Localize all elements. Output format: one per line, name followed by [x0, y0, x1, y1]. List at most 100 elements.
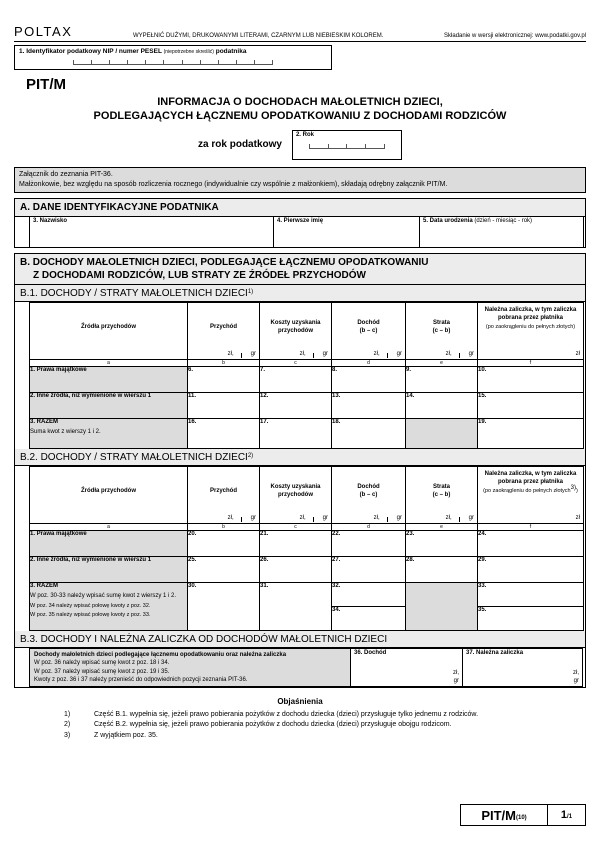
field-2-year[interactable]: 2. Rok: [291, 129, 402, 160]
cell-31[interactable]: 31.: [259, 582, 332, 632]
b2-row1-label: 1. Prawa majątkowe: [29, 530, 188, 558]
cell-18[interactable]: 18.: [331, 418, 406, 450]
b2-col-due: Należna zaliczka, w tym zaliczka pobrana…: [478, 467, 583, 523]
form-title-line2: PODLEGAJĄCYCH ŁĄCZNEMU OPODATKOWANIU Z D…: [93, 110, 507, 123]
cell-31-number: 31.: [260, 583, 269, 590]
cell-24[interactable]: 24.: [477, 530, 584, 558]
nip-pesel-input-ruler[interactable]: [73, 60, 274, 65]
b2-row-3-total-lower: 34. 35.: [30, 606, 584, 632]
section-a-fields: 3. Nazwisko 4. Pierwsze imię 5. Data uro…: [29, 217, 585, 248]
cell-9-number: 9.: [406, 367, 412, 374]
footnote-3-text: Z wyjątkiem poz. 35.: [94, 731, 158, 739]
cell-36-income[interactable]: 36. Dochód zł, gr: [351, 648, 463, 687]
cell-32[interactable]: 32.: [331, 582, 406, 608]
field-1-label-main: 1. Identyfikator podatkowy NIP / numer P…: [19, 48, 162, 55]
cell-30[interactable]: 30.: [187, 582, 260, 632]
cell-34[interactable]: 34.: [331, 606, 406, 632]
col-letter-b: b: [187, 359, 260, 368]
col-revenue-label: Przychód: [209, 323, 237, 330]
col-income-formula: (b – c): [359, 327, 378, 334]
cell-35[interactable]: 35.: [477, 606, 584, 632]
footer-page-current: 1: [560, 809, 568, 821]
field-1-nip-pesel[interactable]: 1. Identyfikator podatkowy NIP / numer P…: [14, 45, 332, 70]
unit-row: zł, gr: [190, 351, 256, 359]
unit-gr: gr: [396, 514, 402, 521]
col-letter-c: c: [259, 523, 332, 532]
cell-14[interactable]: 14.: [405, 392, 478, 420]
cell-7[interactable]: 7.: [259, 366, 332, 394]
cell-22[interactable]: 22.: [331, 530, 406, 558]
b1-col-revenue: Przychód zł, gr: [188, 303, 259, 359]
cell-18-number: 18.: [332, 419, 341, 426]
cell-26[interactable]: 26.: [259, 556, 332, 584]
form-title: INFORMACJA O DOCHODACH MAŁOLETNICH DZIEC…: [14, 95, 586, 124]
cell-6[interactable]: 6.: [187, 366, 260, 394]
cell-19[interactable]: 19.: [477, 418, 584, 450]
cell-29[interactable]: 29.: [477, 556, 584, 584]
b3-instruction-1: W poz. 36 należy wpisać sumę kwot z poz.…: [34, 660, 170, 667]
cell-15[interactable]: 15.: [477, 392, 584, 420]
b1-razem-sub: Suma kwot z wierszy 1 i 2.: [30, 429, 101, 436]
b1-row1-label: 1. Prawa majątkowe: [29, 366, 188, 394]
col-letter-b: b: [187, 523, 260, 532]
unit-divider: [386, 517, 388, 523]
cell-33[interactable]: 33.: [477, 582, 584, 608]
footnotes-title: Objaśnienia: [277, 696, 323, 706]
field-4-first-name[interactable]: 4. Pierwsze imię: [274, 217, 420, 248]
unit-zl: zł,: [453, 670, 459, 677]
unit-zl: zł,: [227, 514, 234, 521]
col-letter-d: d: [331, 523, 406, 532]
col-due-footnote-ref: 3): [570, 484, 576, 491]
cell-17[interactable]: 17.: [259, 418, 332, 450]
cell-25[interactable]: 25.: [187, 556, 260, 584]
cell-14-number: 14.: [406, 393, 415, 400]
cell-10[interactable]: 10.: [477, 366, 584, 394]
cell-11[interactable]: 11.: [187, 392, 260, 420]
footnote-3: 3) Z wyjątkiem poz. 35.: [14, 731, 586, 742]
cell-37-label: 37. Należna zaliczka: [466, 650, 524, 657]
fill-instruction: WYPEŁNIĆ DUŻYMI, DRUKOWANYMI LITERAMI, C…: [132, 33, 384, 39]
field-3-surname[interactable]: 3. Nazwisko: [30, 217, 274, 248]
cell-37-due-advance[interactable]: 37. Należna zaliczka zł, gr: [463, 648, 583, 687]
unit-gr: gr: [322, 350, 328, 357]
unit-gr: gr: [250, 514, 256, 521]
cell-20[interactable]: 20.: [187, 530, 260, 558]
col-due-note: (po zaokrągleniu do pełnych złotych): [485, 323, 576, 330]
cell-24-number: 24.: [478, 531, 487, 538]
attachment-note: Załącznik do zeznania PIT-36. Małżonkowi…: [14, 166, 586, 193]
b1-header-row: Źródła przychodów Przychód zł, gr Koszty …: [29, 302, 584, 361]
tax-year-row: za rok podatkowy 2. Rok: [14, 129, 586, 160]
unit-gr: gr: [573, 677, 579, 684]
unit-gr: gr: [250, 350, 256, 357]
cell-16[interactable]: 16.: [187, 418, 260, 450]
col-loss-formula: (c – b): [432, 491, 451, 498]
unit-row: zł, gr: [262, 515, 328, 523]
cell-23[interactable]: 23.: [405, 530, 478, 558]
b3-instructions: Dochody małoletnich dzieci podlegające ł…: [29, 648, 351, 687]
col-loss-label: Strata: [432, 484, 450, 491]
cell-21[interactable]: 21.: [259, 530, 332, 558]
cell-21-number: 21.: [260, 531, 269, 538]
form-code: PIT/M: [26, 76, 66, 93]
field-1-label-hint: (niepotrzebne skreślić): [163, 49, 214, 55]
section-b-title: B. DOCHODY MAŁOLETNICH DZIECI, PODLEGAJĄ…: [15, 254, 585, 286]
cell-28[interactable]: 28.: [405, 556, 478, 584]
unit-zl: zł,: [299, 350, 306, 357]
cell-9[interactable]: 9.: [405, 366, 478, 394]
unit-divider: [458, 517, 460, 523]
field-5-birth-date[interactable]: 5. Data urodzenia (dzień - miesiąc - rok…: [420, 217, 584, 248]
b2-col-costs: Koszty uzyskania przychodów zł, gr: [260, 467, 331, 523]
cell-12[interactable]: 12.: [259, 392, 332, 420]
b1-row-1: 1. Prawa majątkowe 6. 7. 8. 9. 10.: [29, 366, 584, 394]
cell-28-number: 28.: [406, 557, 415, 564]
b2-row-2: 2. Inne źródła, niż wymienione w wierszu…: [29, 556, 584, 584]
section-b1-footnote-ref: 1): [247, 289, 254, 296]
year-input-ruler[interactable]: [308, 143, 385, 149]
cell-13[interactable]: 13.: [331, 392, 406, 420]
cell-30-number: 30.: [188, 583, 197, 590]
section-b1-title: B.1. DOCHODY / STRATY MAŁOLETNICH DZIECI…: [15, 285, 585, 303]
cell-27[interactable]: 27.: [331, 556, 406, 584]
cell-8[interactable]: 8.: [331, 366, 406, 394]
col-letter-e: e: [405, 523, 478, 532]
